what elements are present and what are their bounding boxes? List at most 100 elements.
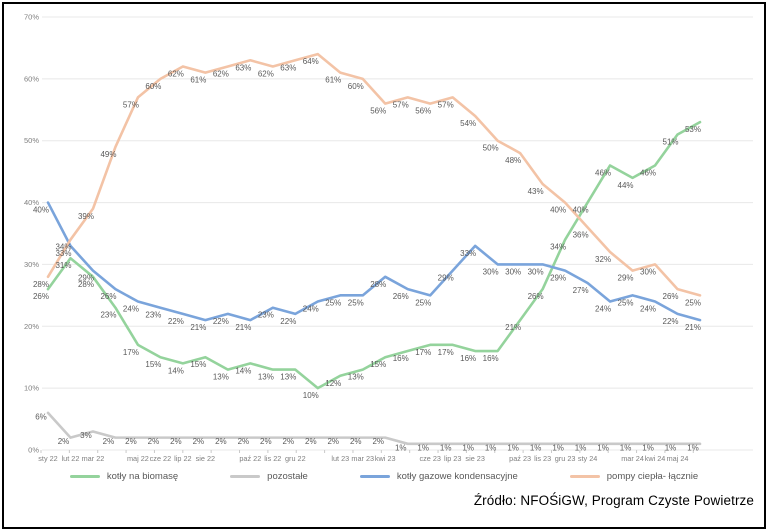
svg-text:63%: 63% [235, 63, 251, 72]
svg-text:40%: 40% [24, 198, 39, 207]
svg-text:1%: 1% [552, 443, 564, 452]
svg-text:26%: 26% [393, 292, 409, 301]
svg-text:63%: 63% [280, 63, 296, 72]
svg-text:60%: 60% [24, 74, 39, 83]
legend-marker-gray-line [230, 475, 261, 478]
svg-text:1%: 1% [575, 443, 587, 452]
svg-text:25%: 25% [325, 298, 341, 307]
svg-text:28%: 28% [33, 280, 49, 289]
svg-text:24%: 24% [640, 305, 656, 314]
svg-text:sty 24: sty 24 [578, 454, 597, 463]
legend-marker-green-line [69, 475, 100, 478]
svg-text:21%: 21% [685, 323, 701, 332]
svg-text:27%: 27% [573, 286, 589, 295]
svg-text:16%: 16% [460, 354, 476, 363]
svg-text:39%: 39% [78, 212, 94, 221]
svg-text:70%: 70% [24, 13, 39, 22]
legend-item-pompy-ciepla: pompy ciepła- łącznie [569, 471, 699, 482]
svg-text:50%: 50% [24, 136, 39, 145]
svg-text:24%: 24% [123, 305, 139, 314]
svg-text:1%: 1% [395, 443, 407, 452]
svg-text:26%: 26% [100, 292, 116, 301]
svg-text:17%: 17% [415, 348, 431, 357]
svg-text:21%: 21% [235, 323, 251, 332]
svg-text:1%: 1% [665, 443, 677, 452]
svg-text:40%: 40% [33, 206, 49, 215]
svg-text:33%: 33% [460, 249, 476, 258]
svg-text:20%: 20% [24, 322, 39, 331]
svg-text:kwi 24: kwi 24 [645, 454, 666, 463]
svg-text:2%: 2% [283, 437, 295, 446]
svg-text:49%: 49% [100, 150, 116, 159]
svg-text:14%: 14% [168, 366, 184, 375]
svg-text:29%: 29% [618, 274, 634, 283]
svg-text:1%: 1% [507, 443, 519, 452]
svg-text:30%: 30% [24, 260, 39, 269]
svg-text:lis 22: lis 22 [264, 454, 281, 463]
svg-text:2%: 2% [350, 437, 362, 446]
legend-item-kotly-na-biomase: kotły na biomasę [69, 471, 178, 482]
svg-text:16%: 16% [483, 354, 499, 363]
svg-text:44%: 44% [618, 181, 634, 190]
svg-text:1%: 1% [642, 443, 654, 452]
svg-text:29%: 29% [78, 274, 94, 283]
svg-text:13%: 13% [213, 373, 229, 382]
svg-text:lis 23: lis 23 [534, 454, 551, 463]
svg-text:34%: 34% [55, 243, 71, 252]
svg-text:25%: 25% [348, 298, 364, 307]
svg-text:24%: 24% [595, 305, 611, 314]
svg-text:26%: 26% [33, 292, 49, 301]
legend-label: pompy ciepła- łącznie [606, 471, 699, 482]
svg-text:26%: 26% [663, 292, 679, 301]
svg-text:50%: 50% [483, 144, 499, 153]
svg-text:57%: 57% [123, 100, 139, 109]
svg-text:30%: 30% [528, 267, 544, 276]
svg-text:6%: 6% [35, 412, 47, 421]
svg-text:sty 22: sty 22 [38, 454, 57, 463]
svg-text:16%: 16% [393, 354, 409, 363]
svg-text:10%: 10% [24, 384, 39, 393]
svg-text:32%: 32% [595, 255, 611, 264]
svg-text:1%: 1% [530, 443, 542, 452]
svg-text:1%: 1% [597, 443, 609, 452]
svg-text:40%: 40% [573, 206, 589, 215]
svg-text:15%: 15% [190, 360, 206, 369]
svg-text:61%: 61% [190, 76, 206, 85]
svg-text:mar 24: mar 24 [621, 454, 644, 463]
legend-item-kotly-gazowe: kotły gazowe kondensacyjne [359, 471, 518, 482]
svg-text:paź 22: paź 22 [239, 454, 261, 463]
svg-text:cze 22: cze 22 [150, 454, 172, 463]
svg-text:1%: 1% [687, 443, 699, 452]
svg-text:gru 23: gru 23 [555, 454, 576, 463]
svg-text:10%: 10% [303, 391, 319, 400]
svg-text:14%: 14% [235, 366, 251, 375]
svg-text:54%: 54% [460, 119, 476, 128]
svg-text:2%: 2% [103, 437, 115, 446]
svg-text:31%: 31% [55, 261, 71, 270]
svg-text:paź 23: paź 23 [509, 454, 531, 463]
svg-text:56%: 56% [415, 107, 431, 116]
svg-text:kwi 23: kwi 23 [375, 454, 396, 463]
source-note: Źródło: NFOŚiGW, Program Czyste Powietrz… [473, 493, 754, 508]
svg-text:36%: 36% [573, 230, 589, 239]
svg-text:maj 24: maj 24 [667, 454, 689, 463]
svg-text:2%: 2% [327, 437, 339, 446]
svg-text:13%: 13% [280, 373, 296, 382]
svg-text:33%: 33% [55, 249, 71, 258]
svg-text:cze 23: cze 23 [419, 454, 441, 463]
svg-text:1%: 1% [440, 443, 452, 452]
svg-text:2%: 2% [372, 437, 384, 446]
svg-text:15%: 15% [370, 360, 386, 369]
svg-text:22%: 22% [168, 317, 184, 326]
chart-legend: kotły na biomasę pozostałe kotły gazowe … [0, 471, 768, 482]
svg-text:62%: 62% [258, 69, 274, 78]
svg-text:23%: 23% [145, 311, 161, 320]
svg-text:17%: 17% [438, 348, 454, 357]
svg-text:60%: 60% [348, 82, 364, 91]
svg-text:sie 22: sie 22 [196, 454, 215, 463]
svg-text:lut 23: lut 23 [331, 454, 349, 463]
svg-text:12%: 12% [325, 379, 341, 388]
svg-text:46%: 46% [640, 168, 656, 177]
svg-text:62%: 62% [168, 69, 184, 78]
svg-text:25%: 25% [618, 298, 634, 307]
